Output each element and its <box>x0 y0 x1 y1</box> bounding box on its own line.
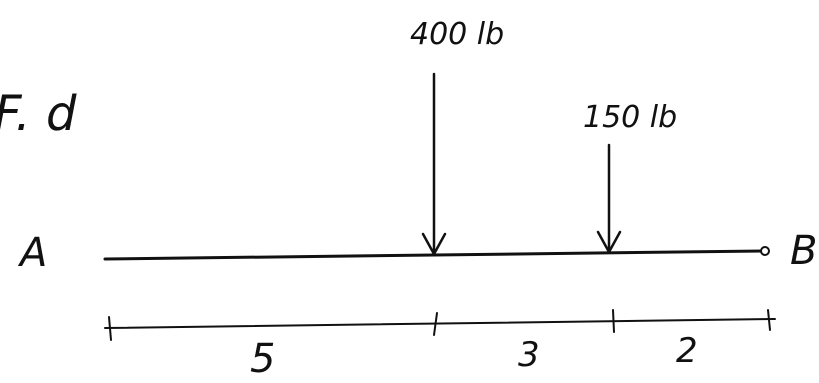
dimension-tick-4 <box>767 309 771 331</box>
dimension-line <box>104 318 776 329</box>
load-label-1: 400 lb <box>410 17 504 52</box>
load-arrow-head-1 <box>421 232 447 256</box>
dimension-tick-3 <box>612 309 615 333</box>
dimension-tick-2 <box>433 312 438 336</box>
load-label-2: 150 lb <box>583 100 677 135</box>
segment-label-3: 2 <box>676 331 698 371</box>
fragment-label: F. d <box>0 86 77 142</box>
dimension-tick-1 <box>108 316 112 341</box>
load-arrow-head-2 <box>596 230 622 254</box>
beam-end-point <box>760 246 770 256</box>
segment-label-1: 5 <box>250 336 275 382</box>
segment-label-2: 3 <box>518 335 540 375</box>
end-label-b: B <box>790 228 817 274</box>
end-label-a: A <box>17 230 47 276</box>
